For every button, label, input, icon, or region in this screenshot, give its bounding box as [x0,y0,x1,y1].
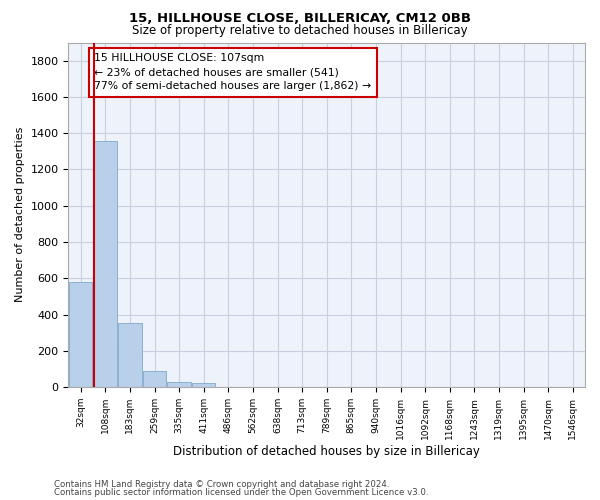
X-axis label: Distribution of detached houses by size in Billericay: Distribution of detached houses by size … [173,444,480,458]
Text: Contains public sector information licensed under the Open Government Licence v3: Contains public sector information licen… [54,488,428,497]
Bar [69,282,92,387]
Bar [167,382,191,387]
Bar [94,142,117,387]
Bar [143,371,166,387]
Text: 15, HILLHOUSE CLOSE, BILLERICAY, CM12 0BB: 15, HILLHOUSE CLOSE, BILLERICAY, CM12 0B… [129,12,471,26]
Text: Size of property relative to detached houses in Billericay: Size of property relative to detached ho… [132,24,468,37]
Text: Contains HM Land Registry data © Crown copyright and database right 2024.: Contains HM Land Registry data © Crown c… [54,480,389,489]
Y-axis label: Number of detached properties: Number of detached properties [15,127,25,302]
Bar [192,384,215,387]
Bar [118,322,142,387]
Text: 15 HILLHOUSE CLOSE: 107sqm
← 23% of detached houses are smaller (541)
77% of sem: 15 HILLHOUSE CLOSE: 107sqm ← 23% of deta… [94,54,371,92]
